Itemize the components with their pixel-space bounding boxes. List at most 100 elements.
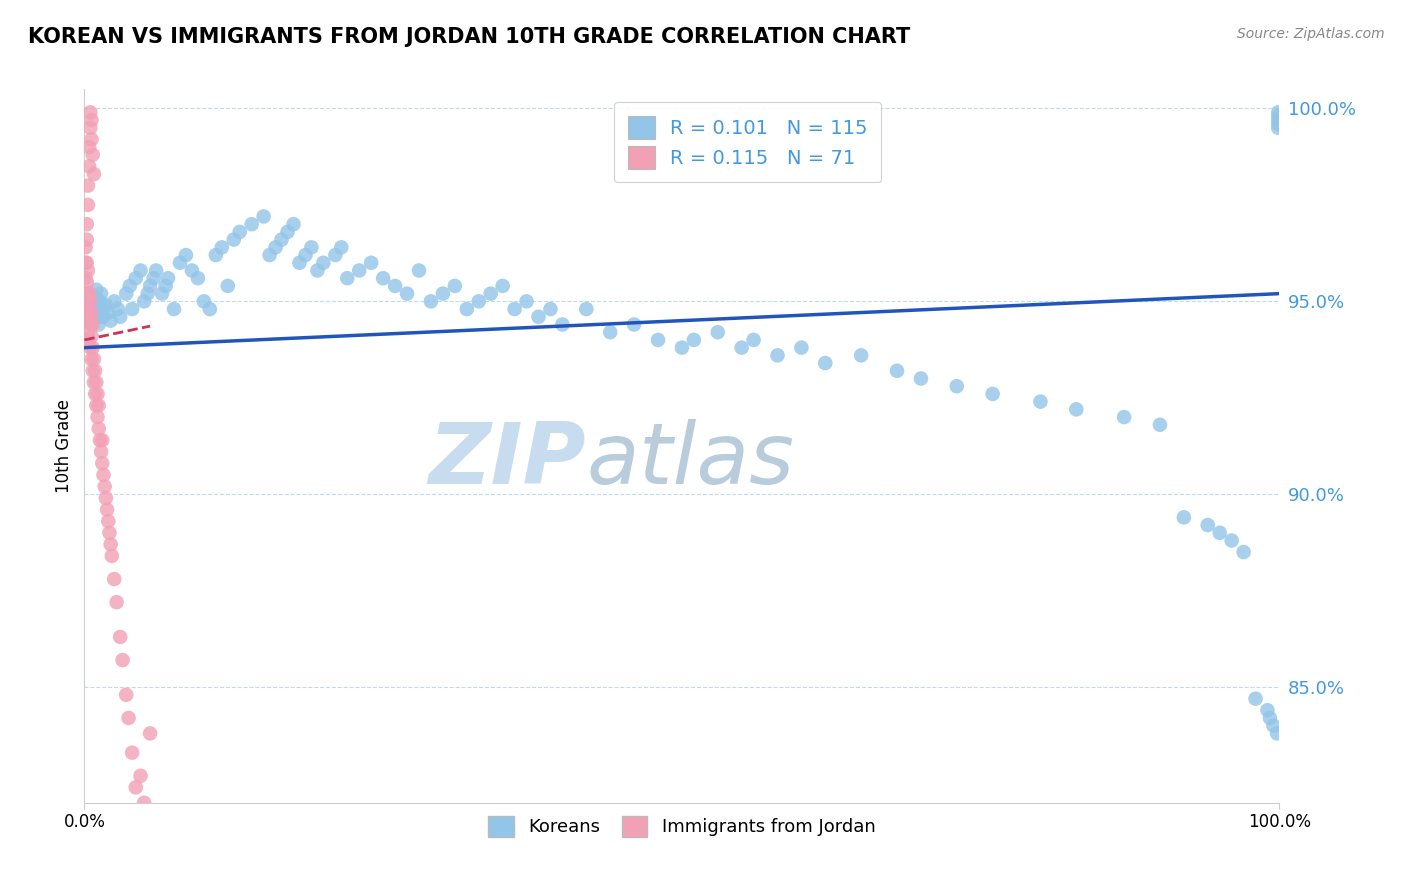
Point <box>742 333 765 347</box>
Text: ZIP: ZIP <box>429 418 586 502</box>
Point <box>80 113 103 128</box>
Point <box>384 279 406 293</box>
Point <box>93 310 115 324</box>
Point <box>83 298 105 312</box>
Point <box>432 286 454 301</box>
Point <box>100 537 122 551</box>
Point <box>82 341 104 355</box>
Point <box>76 313 98 327</box>
Point <box>115 688 138 702</box>
Point <box>468 294 491 309</box>
Point <box>118 279 141 293</box>
Point <box>127 804 149 818</box>
Point <box>76 256 98 270</box>
Point <box>373 271 395 285</box>
Point <box>75 240 97 254</box>
Point <box>125 271 148 285</box>
Point <box>139 726 162 740</box>
Point <box>814 356 837 370</box>
Point <box>100 313 122 327</box>
Point <box>77 325 100 339</box>
Point <box>790 341 813 355</box>
Point <box>157 271 180 285</box>
Point <box>307 263 329 277</box>
Point <box>283 217 305 231</box>
Y-axis label: 10th Grade: 10th Grade <box>55 399 73 493</box>
Point <box>101 549 124 563</box>
Point <box>84 291 107 305</box>
Point <box>253 210 276 224</box>
Point <box>94 491 117 505</box>
Point <box>259 248 281 262</box>
Point <box>1263 719 1285 733</box>
Point <box>79 294 101 309</box>
Point <box>623 318 645 332</box>
Point <box>647 333 669 347</box>
Point <box>87 318 110 332</box>
Point <box>91 456 114 470</box>
Point <box>336 271 359 285</box>
Point <box>174 248 197 262</box>
Point <box>540 301 562 316</box>
Point <box>325 248 347 262</box>
Point <box>107 301 129 316</box>
Point <box>277 225 299 239</box>
Point <box>1267 117 1289 131</box>
Point <box>731 341 754 355</box>
Point <box>330 240 353 254</box>
Point <box>77 333 100 347</box>
Point <box>671 341 693 355</box>
Point <box>97 514 120 528</box>
Point <box>86 283 108 297</box>
Point <box>80 132 103 146</box>
Point <box>77 306 100 320</box>
Point <box>766 348 789 362</box>
Point <box>1257 703 1279 717</box>
Point <box>129 263 152 277</box>
Point <box>121 746 143 760</box>
Point <box>211 240 233 254</box>
Point <box>103 294 125 309</box>
Point <box>294 248 316 262</box>
Point <box>86 399 108 413</box>
Point <box>121 301 143 316</box>
Point <box>129 769 152 783</box>
Point <box>312 256 335 270</box>
Point <box>444 279 467 293</box>
Point <box>87 422 110 436</box>
Point <box>80 352 103 367</box>
Point <box>75 271 97 285</box>
Point <box>193 294 215 309</box>
Point <box>198 301 221 316</box>
Point <box>1149 417 1171 432</box>
Point <box>516 294 538 309</box>
Point <box>205 248 228 262</box>
Point <box>77 159 100 173</box>
Point <box>83 352 105 367</box>
Point <box>75 301 97 316</box>
Point <box>110 310 132 324</box>
Point <box>163 301 186 316</box>
Point <box>1209 525 1232 540</box>
Point <box>82 318 104 332</box>
Point <box>187 271 209 285</box>
Point <box>77 301 100 316</box>
Point <box>79 318 101 332</box>
Point <box>136 286 159 301</box>
Point <box>93 467 115 482</box>
Point <box>77 198 100 212</box>
Point <box>222 233 245 247</box>
Point <box>90 444 112 458</box>
Point <box>1267 109 1289 123</box>
Point <box>492 279 515 293</box>
Point <box>103 572 125 586</box>
Point <box>217 279 239 293</box>
Point <box>240 217 263 231</box>
Point <box>76 217 98 231</box>
Point <box>575 301 598 316</box>
Point <box>1066 402 1088 417</box>
Point <box>110 630 132 644</box>
Point <box>77 310 100 324</box>
Point <box>82 364 104 378</box>
Point <box>87 399 110 413</box>
